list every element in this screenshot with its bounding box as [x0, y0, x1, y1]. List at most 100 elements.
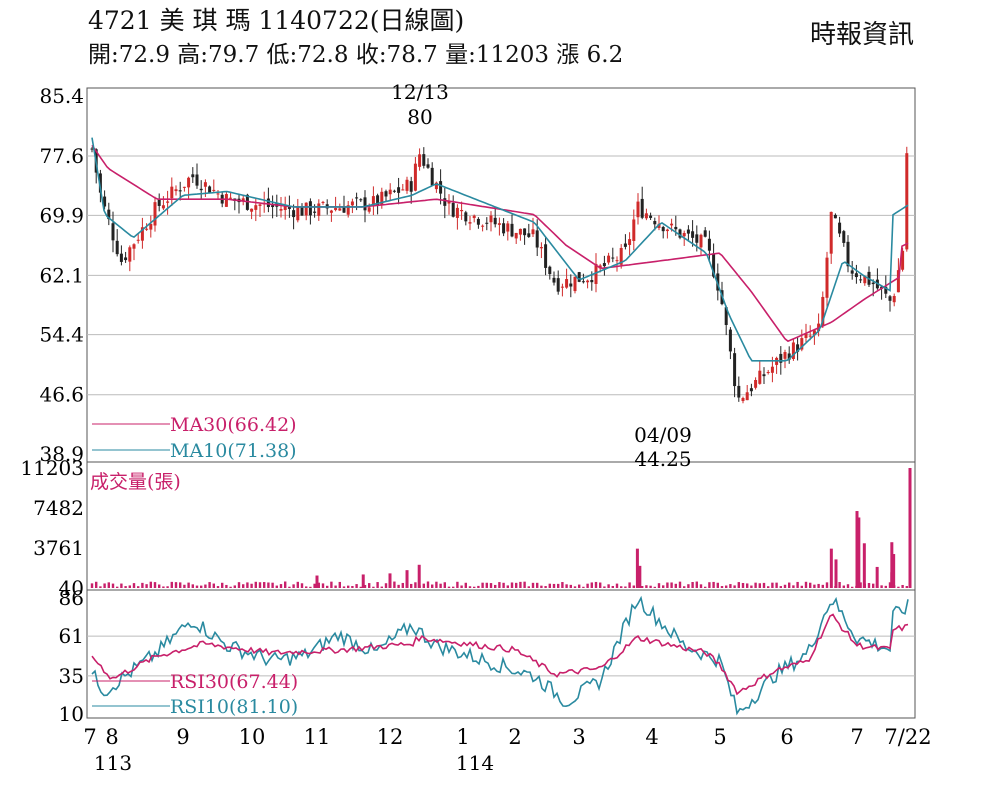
candle-body	[514, 232, 518, 239]
candle-body	[737, 385, 741, 398]
candle-body	[825, 257, 829, 298]
volume-bar	[431, 584, 434, 588]
candle-body	[313, 211, 317, 213]
volume-bar	[380, 586, 383, 588]
ma30-legend: MA30(66.42)	[170, 414, 297, 436]
candle-body	[796, 344, 800, 352]
candle-body	[157, 199, 161, 206]
volume-bar	[485, 582, 488, 588]
peak-value-label: 80	[407, 105, 432, 129]
candle-body	[682, 232, 686, 237]
volume-bar	[187, 582, 190, 588]
month-tick-label: 11	[304, 725, 331, 749]
volume-bar	[523, 581, 526, 588]
candle-body	[170, 186, 174, 199]
volume-bar	[552, 583, 556, 588]
candle-body	[628, 239, 632, 245]
volume-bar	[225, 584, 228, 588]
volume-bar	[447, 586, 451, 588]
candle-body	[611, 257, 615, 259]
volume-tick-label: 7482	[33, 496, 84, 520]
candle-body	[388, 189, 392, 195]
candle-body	[455, 207, 459, 218]
volume-bar	[376, 582, 379, 588]
candle-body	[250, 208, 254, 212]
volume-bar	[229, 586, 232, 588]
volume-bar	[540, 585, 543, 588]
rsi-panel	[86, 589, 916, 719]
candle-body	[800, 338, 804, 350]
year-label-114: 114	[456, 751, 494, 775]
candle-body	[586, 280, 590, 283]
candle-body	[304, 202, 308, 216]
candle-body	[518, 228, 522, 235]
candle-body	[842, 231, 846, 243]
candle-body	[888, 296, 892, 301]
candle-body	[103, 196, 107, 207]
volume-bar	[599, 582, 602, 588]
candle-body	[397, 187, 401, 193]
candle-body	[859, 279, 863, 281]
candle-body	[182, 186, 186, 188]
volume-bar	[678, 581, 682, 588]
volume-bar	[888, 582, 892, 588]
candle-body	[140, 227, 144, 241]
volume-bar	[834, 559, 838, 588]
volume-bar	[506, 585, 509, 588]
candle-body	[821, 296, 825, 326]
candle-body	[418, 154, 422, 167]
volume-bar	[473, 586, 476, 588]
ma30-line	[91, 144, 909, 343]
volume-bar	[95, 581, 98, 588]
volume-bar	[510, 582, 514, 588]
volume-bar	[426, 581, 430, 588]
candle-body	[145, 228, 149, 230]
volume-bar	[250, 583, 253, 588]
volume-bar	[775, 582, 778, 588]
volume-bar	[242, 584, 245, 588]
volume-bar	[103, 583, 106, 588]
candle-body	[384, 191, 388, 197]
candle-body	[426, 164, 430, 168]
volume-bar	[851, 586, 854, 588]
volume-bar	[699, 584, 703, 588]
volume-bar	[670, 582, 673, 588]
volume-bar	[361, 574, 365, 588]
candle-body	[409, 181, 413, 192]
candle-body	[544, 244, 548, 268]
volume-bar	[107, 582, 110, 588]
candle-body	[292, 210, 296, 218]
volume-bar	[746, 583, 749, 588]
candle-body	[728, 329, 732, 352]
volume-bar	[208, 582, 211, 588]
candle-body	[808, 335, 812, 337]
candle-body	[699, 234, 703, 248]
candle-body	[115, 240, 119, 255]
volume-bar	[582, 586, 585, 588]
volume-bar	[271, 582, 274, 588]
candle-body	[279, 209, 283, 211]
candle-body	[573, 276, 577, 292]
candle-body	[619, 247, 623, 265]
candle-body	[674, 226, 678, 230]
candle-body	[329, 210, 333, 213]
volume-bar	[842, 585, 845, 588]
candle-body	[413, 163, 417, 191]
candle-body	[321, 201, 325, 203]
volume-bar	[649, 585, 652, 588]
volume-bar	[779, 586, 782, 588]
candle-body	[128, 247, 132, 262]
volume-bar	[124, 586, 127, 588]
candle-body	[363, 197, 367, 211]
price-tick-label: 69.9	[39, 203, 84, 227]
candle-body	[602, 263, 606, 267]
month-tick-label: 2	[508, 725, 521, 749]
volume-bar	[237, 582, 241, 588]
volume-bar	[405, 570, 409, 588]
volume-bar	[767, 586, 770, 588]
candle-body	[896, 270, 900, 293]
candle-body	[502, 223, 506, 234]
volume-bar	[817, 583, 820, 588]
volume-bar	[531, 582, 535, 588]
candle-body	[607, 255, 611, 263]
